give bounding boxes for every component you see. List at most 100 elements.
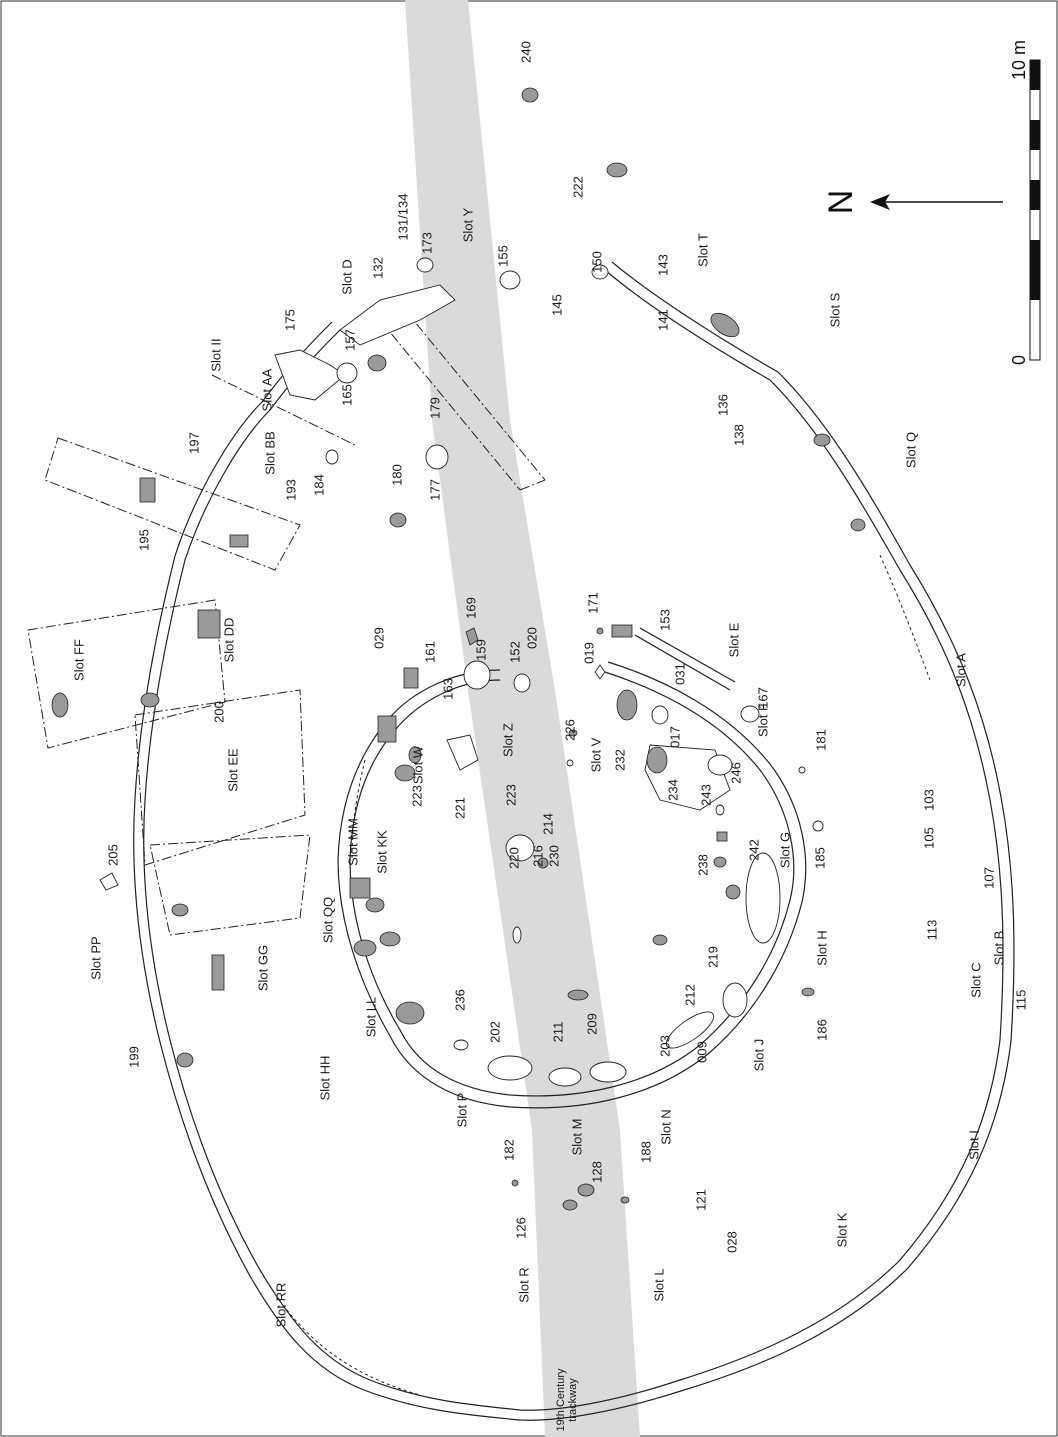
feature-label-209: 209 [584,1013,599,1035]
feature-label-slot-a: Slot A [953,653,968,687]
feature-label-169: 169 [463,597,478,619]
feature-label-slot-m: Slot M [569,1119,584,1156]
feature-label-143: 143 [655,254,670,276]
feature-label-226: 226 [562,719,577,741]
feature-label-242: 242 [746,839,761,861]
feature-label-182: 182 [501,1139,516,1161]
feature-label-slot-y: Slot Y [460,207,475,242]
feature-label-188: 188 [638,1141,653,1163]
feature-label-slot-q: Slot Q [903,432,918,468]
feature-label-159: 159 [473,639,488,661]
feature-label-161: 161 [422,641,437,663]
feature-label-slot-n: Slot N [658,1109,673,1144]
feature-label-216: 216 [530,845,545,867]
feature-label-141: 141 [655,309,670,331]
feature-label-150: 150 [589,251,604,273]
feature-label-slot-pp: Slot PP [88,936,103,979]
feature-label-slot-b: Slot B [991,931,1006,966]
north-arrow: N [822,190,1003,215]
feature-label-slot-s: Slot S [827,292,842,327]
feature-label-220: 220 [506,847,521,869]
feature-label-195: 195 [136,529,151,551]
stones-and-features [51,87,866,1211]
feature-label-slot-qq: Slot QQ [320,897,335,943]
feature-label-009: 009 [694,1041,709,1063]
feature-label-193: 193 [283,479,298,501]
north-label: N [822,190,860,215]
feature-label-175: 175 [282,309,297,331]
feature-label-165: 165 [339,384,354,406]
feature-label-234: 234 [665,779,680,801]
trackway-label: 19th Centurytrackway [555,1368,579,1431]
feature-label-slot-ee: Slot EE [225,748,240,792]
feature-label-132: 132 [370,257,385,279]
feature-label-113: 113 [924,920,939,941]
feature-label-238: 238 [695,854,710,876]
feature-label-230: 230 [546,845,561,867]
feature-label-slot-c: Slot C [968,962,983,997]
feature-label-slot-ii: Slot II [208,338,223,371]
feature-label-246: 246 [728,762,743,784]
feature-label-243: 243 [698,784,713,806]
feature-label-103: 103 [921,789,936,811]
feature-label-slot-k: Slot K [834,1212,849,1247]
feature-label-019: 019 [581,642,596,664]
feature-label-slot-aa: Slot AA [259,368,274,411]
feature-label-236: 236 [452,989,467,1011]
feature-label-slot-dd: Slot DD [221,618,236,663]
feature-label-177: 177 [427,479,442,501]
feature-label-020: 020 [524,627,539,649]
feature-label-232: 232 [612,749,627,771]
feature-label-slot-mm: Slot MM [345,818,360,866]
feature-label-200: 200 [211,701,226,723]
feature-label-173: 173 [419,232,434,254]
excavation-trenches [27,309,546,936]
feature-label-slot-f: Slot F [755,703,770,737]
scale-bar: 0 10 m [1009,40,1041,365]
feature-label-181: 181 [813,729,828,751]
feature-label-slot-p: Slot P [454,1093,469,1128]
feature-label-222: 222 [570,176,585,198]
feature-label-214: 214 [540,813,555,835]
feature-label-slot-g: Slot G [777,832,792,868]
feature-label-slot-d: Slot D [339,259,354,294]
feature-label-115: 115 [1013,990,1028,1011]
feature-label-223: 223 [503,784,518,806]
feature-label-199: 199 [126,1046,141,1068]
feature-label-184: 184 [311,474,326,496]
feature-label-028: 028 [724,1231,739,1253]
feature-label-157: 157 [342,329,357,351]
feature-label-slot-i: Slot I [966,1130,981,1160]
feature-label-slot-h: Slot H [814,930,829,965]
feature-label-223: 223 [409,785,424,807]
feature-label-slot-e: Slot E [726,622,741,657]
feature-label-105: 105 [921,827,936,849]
feature-label-126: 126 [513,1217,528,1239]
feature-label-186: 186 [814,1019,829,1041]
feature-label-slot-t: Slot T [695,233,710,267]
feature-label-205: 205 [105,844,120,866]
feature-label-145: 145 [549,294,564,316]
feature-label-211: 211 [550,1022,565,1043]
feature-label-136: 136 [715,394,730,416]
feature-label-slot-z: Slot Z [500,723,515,757]
feature-label-131-134: 131/134 [395,194,410,241]
feature-label-138: 138 [731,424,746,446]
feature-label-107: 107 [981,867,996,889]
feature-label-128: 128 [589,1161,604,1183]
feature-label-029: 029 [371,627,386,649]
feature-label-179: 179 [427,397,442,419]
feature-label-slot-l: Slot L [651,1268,666,1301]
feature-labels: Slot RR Slot R Slot L 028 121 126 Slot K Slot I… [71,41,1028,1327]
feature-label-240: 240 [518,41,533,63]
feature-label-slot-bb: Slot BB [262,431,277,474]
feature-label-slot-ll: Slot LL [363,997,378,1037]
feature-label-slot-hh: Slot HH [317,1056,332,1101]
feature-label-017: 017 [667,726,682,748]
feature-label-180: 180 [389,464,404,486]
feature-label-203: 203 [657,1035,672,1057]
feature-label-slot-v: Slot V [588,737,603,772]
feature-label-219: 219 [705,946,720,968]
